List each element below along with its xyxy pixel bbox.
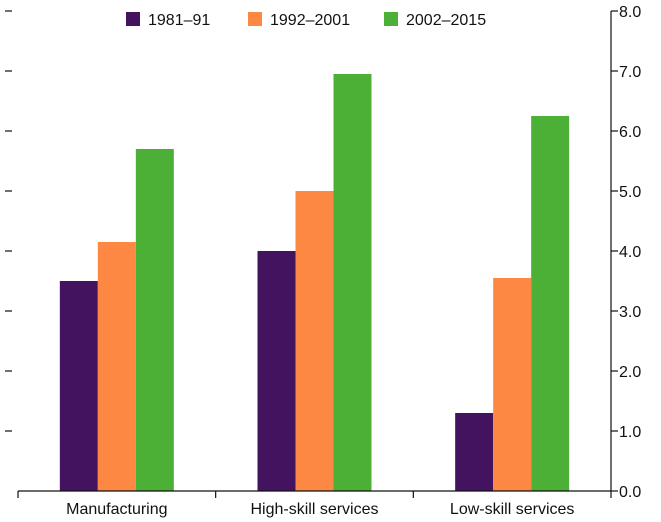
bar [531,116,570,491]
bar [257,251,296,491]
bar [333,74,372,491]
legend-swatch [126,12,140,26]
bar [295,191,334,491]
bar [493,278,532,491]
x-axis-ticks [17,491,612,498]
x-category-label: Low-skill services [450,501,574,518]
y-tick-label: 3.0 [619,304,641,321]
legend-label: 1981–91 [148,12,210,29]
legend-swatch [384,12,398,26]
legend-label: 2002–2015 [406,12,486,29]
y-tick-label: 0.0 [619,484,641,501]
bar [135,149,174,491]
right-axis: 0.0 1.0 2.0 3.0 4.0 5.0 6.0 7.0 8.0 [610,4,641,501]
x-category-label: Manufacturing [66,501,167,518]
legend: 1981–91 1992–2001 2002–2015 [126,12,486,29]
bar [97,242,136,491]
y-tick-label: 2.0 [619,364,641,381]
bar [59,281,98,491]
y-tick-label: 6.0 [619,124,641,141]
y-tick-label: 8.0 [619,4,641,21]
y-tick-label: 7.0 [619,64,641,81]
y-tick-label: 1.0 [619,424,641,441]
category-labels: Manufacturing High-skill services Low-skil… [66,501,574,518]
bars [59,74,570,491]
left-axis-ticks [5,10,12,432]
y-tick-label: 5.0 [619,184,641,201]
legend-swatch [248,12,262,26]
y-tick-label: 4.0 [619,244,641,261]
x-category-label: High-skill services [250,501,378,518]
legend-label: 1992–2001 [270,12,350,29]
bar [455,413,494,491]
